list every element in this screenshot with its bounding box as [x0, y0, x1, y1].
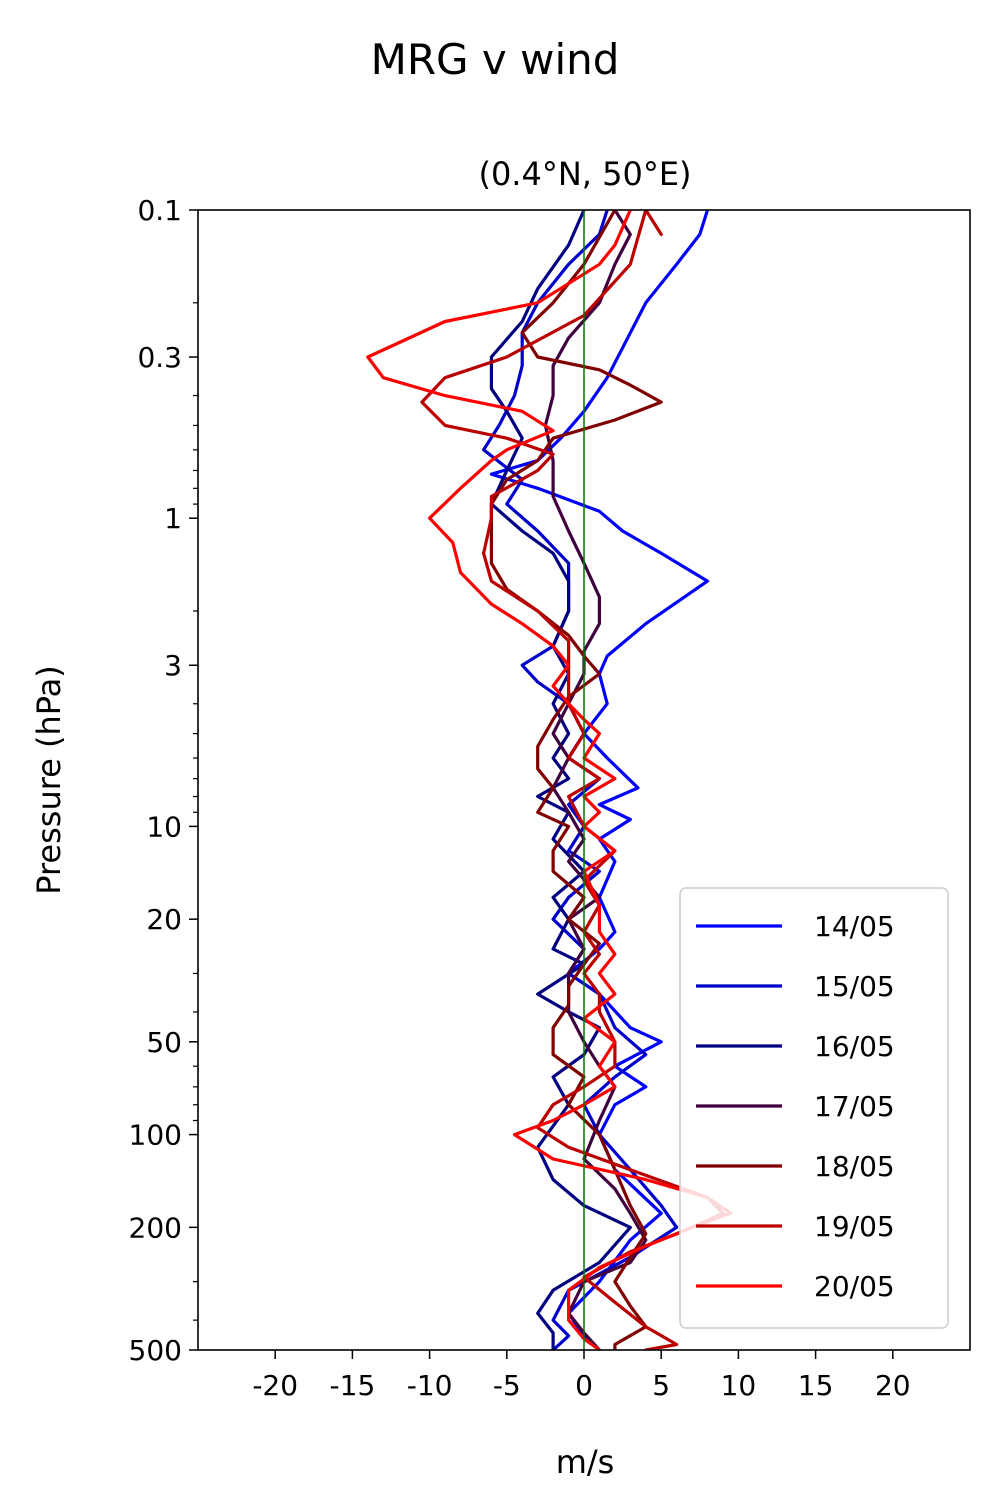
- y-axis-ticks: 0.1 0.3 1 3 10 20 50 100 200 500: [129, 194, 198, 1367]
- y-tick-label: 200: [129, 1211, 182, 1244]
- x-axis-ticks: -20 -15 -10 -5 0 5 10 15 20: [252, 1350, 911, 1402]
- legend-label: 15/05: [814, 970, 895, 1003]
- x-tick-label: -15: [330, 1369, 376, 1402]
- y-tick-label: 1: [164, 502, 182, 535]
- legend-label: 17/05: [814, 1090, 895, 1123]
- y-tick-label: 500: [129, 1334, 182, 1367]
- legend-label: 19/05: [814, 1210, 895, 1243]
- y-tick-label: 100: [129, 1119, 182, 1152]
- y-tick-label: 3: [164, 649, 182, 682]
- legend-frame: [679, 887, 949, 1329]
- legend-items: 14/05 15/05 16/05 17/05 18/05 19/05 20/05: [696, 910, 895, 1303]
- x-tick-label: -5: [493, 1369, 521, 1402]
- series-line-20-05: [366, 210, 733, 1350]
- y-tick-label: 0.1: [137, 194, 182, 227]
- legend-label: 18/05: [814, 1150, 895, 1183]
- x-axis-label: m/s: [556, 1443, 615, 1481]
- legend-label: 20/05: [814, 1270, 895, 1303]
- x-tick-label: 15: [798, 1369, 834, 1402]
- x-tick-label: 5: [652, 1369, 670, 1402]
- y-tick-label: 20: [146, 903, 182, 936]
- x-tick-label: 20: [875, 1369, 911, 1402]
- x-tick-label: -20: [252, 1369, 298, 1402]
- y-tick-label: 0.3: [137, 341, 182, 374]
- series-line-19-05: [420, 210, 725, 1350]
- chart-title: MRG v wind: [371, 35, 620, 84]
- x-tick-label: -10: [407, 1369, 453, 1402]
- series-line-17-05: [543, 210, 648, 1350]
- legend-label: 14/05: [814, 910, 895, 943]
- y-tick-label: 50: [146, 1026, 182, 1059]
- chart-subtitle: (0.4°N, 50°E): [478, 155, 691, 193]
- x-tick-label: 0: [575, 1369, 593, 1402]
- y-axis-label: Pressure (hPa): [30, 665, 68, 895]
- legend-label: 16/05: [814, 1030, 895, 1063]
- series-line-18-05: [489, 210, 663, 1350]
- series-layer: [366, 210, 733, 1350]
- y-tick-label: 10: [146, 810, 182, 843]
- legend: 14/05 15/05 16/05 17/05 18/05 19/05 20/05: [679, 887, 949, 1329]
- x-tick-label: 10: [721, 1369, 757, 1402]
- series-line-14-05: [489, 210, 710, 1350]
